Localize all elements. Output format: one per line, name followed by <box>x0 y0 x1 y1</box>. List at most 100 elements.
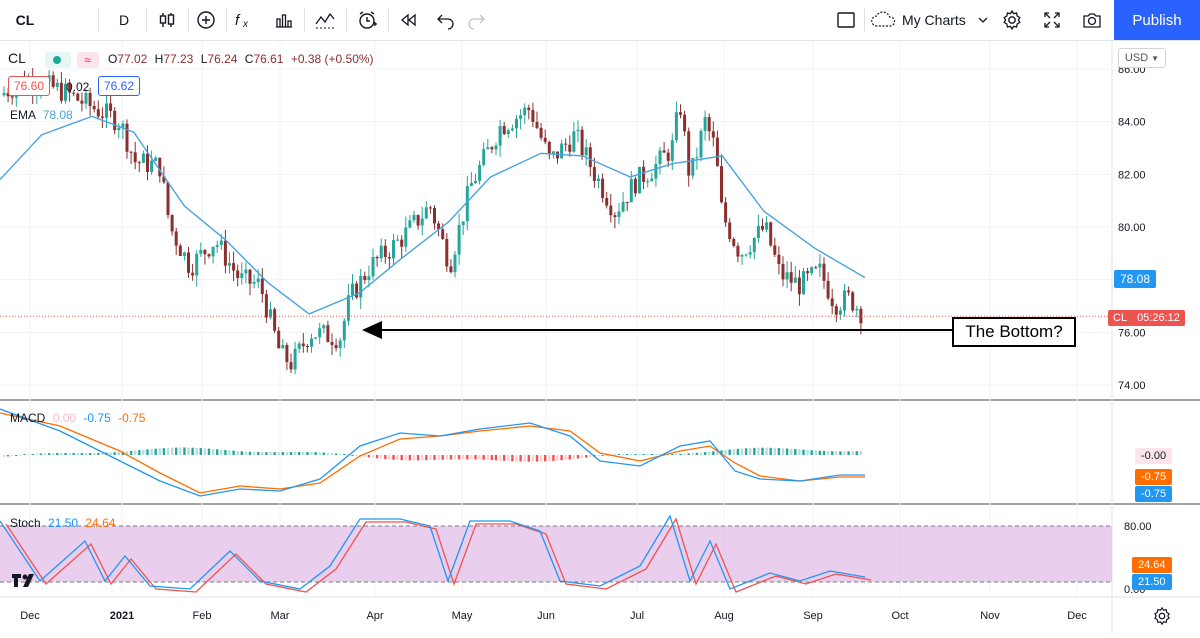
annotation-callout[interactable]: The Bottom? <box>952 317 1076 347</box>
macd-histogram-bar <box>322 452 325 455</box>
macd-histogram-bar <box>425 455 428 461</box>
bid-price-button[interactable]: 76.60 <box>8 76 51 96</box>
stoch-tick-label: 80.00 <box>1124 521 1152 533</box>
macd-histogram-bar <box>273 452 276 455</box>
macd-histogram-bar <box>244 451 248 455</box>
camera-icon[interactable] <box>1078 0 1106 40</box>
candle-body <box>211 246 215 257</box>
candle-body <box>219 240 223 246</box>
candle-body <box>724 202 728 223</box>
candle-body <box>547 141 551 154</box>
macd-histogram-bar <box>162 448 166 455</box>
candle-body <box>150 160 154 172</box>
replay-icon[interactable] <box>394 0 422 40</box>
macd-histogram-bar <box>498 455 502 461</box>
macd-histogram-bar <box>183 447 186 455</box>
candle-body <box>482 149 486 166</box>
add-compare-icon[interactable] <box>192 0 220 40</box>
macd-label: MACD <box>10 411 46 425</box>
macd-histogram-bar <box>699 452 703 455</box>
candle-body <box>748 252 752 255</box>
cloud-icon <box>871 11 896 27</box>
macd-line <box>0 408 865 497</box>
chart-area[interactable]: 86.0084.0082.0080.0078.0076.0074.00Dec20… <box>0 41 1200 633</box>
candle-body <box>433 207 436 224</box>
macd-signal-line <box>0 412 865 494</box>
macd-histogram-bar <box>113 452 116 455</box>
candle-body <box>539 127 543 138</box>
candle-body <box>576 129 580 132</box>
macd-histogram-bar <box>474 455 477 460</box>
layout-icon[interactable] <box>832 0 860 40</box>
ask-price-button[interactable]: 76.62 <box>98 76 141 96</box>
low-label: L <box>200 52 208 66</box>
macd-histogram-bar <box>654 454 658 455</box>
stoch-label: Stoch <box>10 516 41 530</box>
publish-button[interactable]: Publish <box>1114 0 1200 40</box>
macd-histogram-bar <box>560 455 563 461</box>
chart-canvas[interactable]: 86.0084.0082.0080.0078.0076.0074.00Dec20… <box>0 41 1200 633</box>
price-tick-label: 76.00 <box>1118 327 1146 339</box>
candle-body <box>761 225 764 230</box>
undo-icon[interactable] <box>432 0 460 40</box>
candle-body <box>359 275 363 298</box>
macd-histogram-bar <box>400 455 403 461</box>
candle-body <box>10 96 14 98</box>
candle-body <box>855 308 859 311</box>
candle-body <box>769 222 773 246</box>
macd-histogram-bar <box>585 455 588 458</box>
macd-histogram-bar <box>437 455 440 460</box>
compare-icon[interactable] <box>310 0 340 40</box>
candle-body <box>683 114 687 132</box>
macd-histogram-bar <box>6 455 10 457</box>
macd-histogram-bar <box>687 453 690 455</box>
candle-body <box>797 277 801 295</box>
candle-body <box>318 328 322 338</box>
redo-icon[interactable] <box>462 0 490 40</box>
candle-body <box>404 227 408 247</box>
stoch-d-line <box>5 517 872 593</box>
currency-select[interactable]: USD ▼ <box>1118 48 1166 68</box>
legend-wave-icon[interactable]: ≈ <box>76 51 99 68</box>
high-label: H <box>154 52 164 66</box>
settings-gear-icon[interactable] <box>1152 606 1174 628</box>
macd-histogram-bar <box>761 447 764 455</box>
candle-body <box>699 130 703 158</box>
candle-body <box>515 118 518 129</box>
candle-body <box>621 201 625 212</box>
ema-legend: EMA 78.08 <box>10 108 73 122</box>
interval-button[interactable]: D <box>118 12 130 28</box>
macd-histogram-bar <box>166 447 170 455</box>
legend-dot-icon[interactable] <box>45 51 72 68</box>
candle-body <box>187 252 190 273</box>
candle-body <box>793 277 797 283</box>
candle-body <box>638 166 641 194</box>
annotation-arrow-head <box>362 321 382 339</box>
templates-icon[interactable] <box>270 0 298 40</box>
macd-histogram-bar <box>195 447 198 455</box>
macd-hist-value: 0.00 <box>52 411 77 425</box>
macd-histogram-bar <box>175 447 178 455</box>
macd-histogram-bar <box>855 451 858 455</box>
macd-histogram-bar <box>535 455 539 462</box>
candle-body <box>711 131 715 138</box>
symbol-search[interactable]: CL <box>15 12 35 28</box>
candle-body <box>51 75 55 87</box>
macd-histogram-bar <box>749 448 752 455</box>
fullscreen-icon[interactable] <box>1038 0 1066 40</box>
macd-histogram-bar <box>552 455 555 461</box>
candle-body <box>695 157 699 159</box>
macd-histogram-bar <box>404 455 407 461</box>
my-charts-button[interactable]: My Charts <box>870 0 990 40</box>
alert-icon[interactable] <box>352 0 382 40</box>
low-value: 76.24 <box>207 52 238 66</box>
close-value: 76.61 <box>253 52 284 66</box>
candles-icon[interactable] <box>152 0 182 40</box>
macd-histogram-bar <box>527 455 530 462</box>
candle-body <box>752 238 756 253</box>
candle-body <box>445 238 449 267</box>
gear-icon[interactable] <box>998 0 1026 40</box>
macd-histogram-bar <box>482 455 485 460</box>
candle-body <box>654 163 658 179</box>
